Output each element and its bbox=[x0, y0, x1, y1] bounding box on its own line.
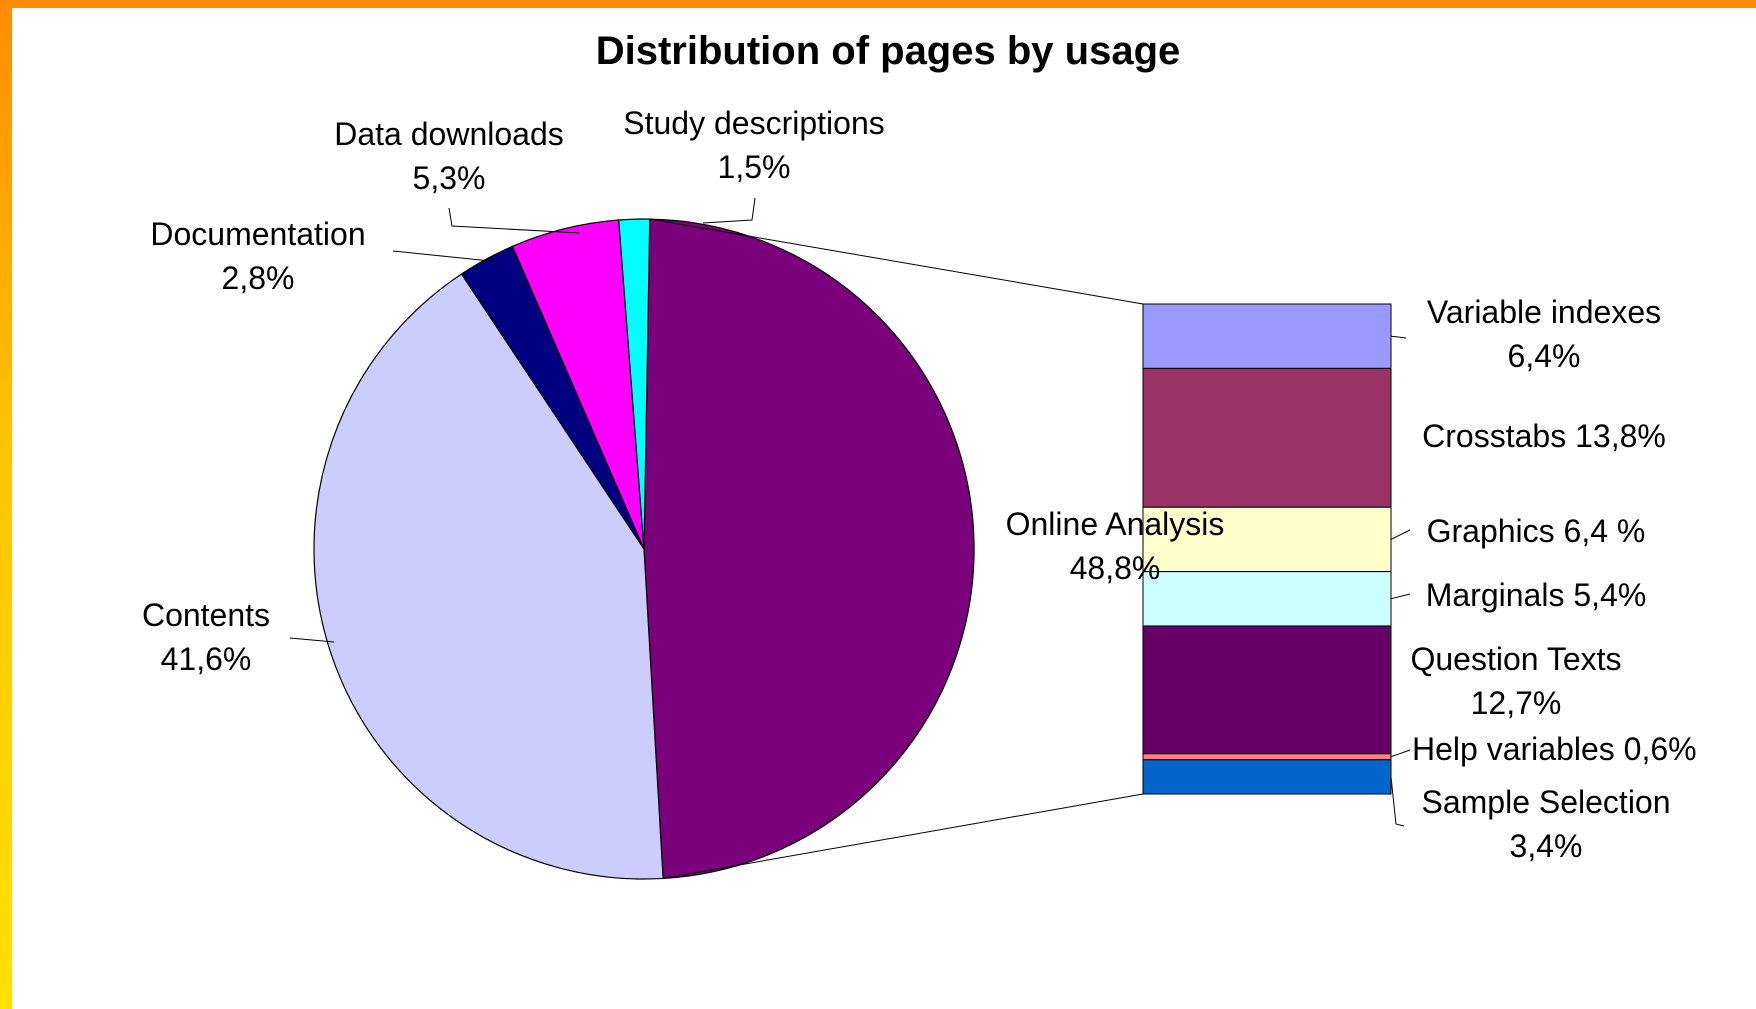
bar-segment-sample-selection bbox=[1142, 759, 1392, 795]
connector-line-top bbox=[649, 218, 1144, 305]
leader-documentation bbox=[392, 250, 501, 263]
connector-line-bottom bbox=[663, 793, 1144, 879]
leader-variable-indexes bbox=[1390, 335, 1407, 339]
bar-segment-question-texts bbox=[1142, 625, 1392, 755]
chart-title: Distribution of pages by usage bbox=[596, 29, 1181, 73]
leader-study-descriptions bbox=[702, 197, 756, 224]
data-labels: Study descriptions 1,5% Data downloads 5,3%… bbox=[142, 105, 1697, 864]
bar-segment-help-variables bbox=[1142, 753, 1392, 761]
bar-segment-marginals bbox=[1142, 571, 1392, 627]
label-online-analysis: Online Analysis 48,8% bbox=[1006, 506, 1225, 586]
pie-slice-study-descriptions bbox=[618, 218, 651, 550]
leader-contents bbox=[289, 637, 335, 643]
pie-slice-contents bbox=[313, 273, 664, 880]
label-crosstabs: Crosstabs 13,8% bbox=[1422, 418, 1666, 454]
label-variable-indexes: Variable indexes 6,4% bbox=[1427, 294, 1661, 374]
label-documentation: Documentation 2,8% bbox=[150, 216, 365, 296]
leader-lines bbox=[289, 197, 1411, 879]
leader-data-downloads bbox=[448, 207, 581, 234]
bar-segment-variable-indexes bbox=[1142, 303, 1392, 369]
label-graphics: Graphics 6,4 % bbox=[1427, 513, 1646, 549]
label-data-downloads: Data downloads 5,3% bbox=[334, 116, 563, 196]
label-question-texts: Question Texts 12,7% bbox=[1410, 641, 1621, 721]
pie-slices bbox=[313, 218, 975, 880]
label-contents: Contents 41,6% bbox=[142, 597, 270, 677]
label-marginals: Marginals 5,4% bbox=[1426, 577, 1647, 613]
pie-slice-online-analysis bbox=[643, 218, 975, 880]
label-study-descriptions: Study descriptions 1,5% bbox=[623, 105, 884, 185]
leader-sample-selection bbox=[1390, 776, 1405, 827]
leader-help-variables bbox=[1390, 749, 1411, 758]
bar-segment-graphics bbox=[1142, 506, 1392, 573]
bar-segment-crosstabs bbox=[1142, 367, 1392, 508]
leader-marginals bbox=[1390, 593, 1411, 600]
label-sample-selection: Sample Selection 3,4% bbox=[1421, 784, 1670, 864]
breakdown-bar bbox=[1142, 303, 1392, 795]
leader-graphics bbox=[1390, 529, 1411, 540]
label-help-variables: Help variables 0,6% bbox=[1412, 731, 1697, 767]
